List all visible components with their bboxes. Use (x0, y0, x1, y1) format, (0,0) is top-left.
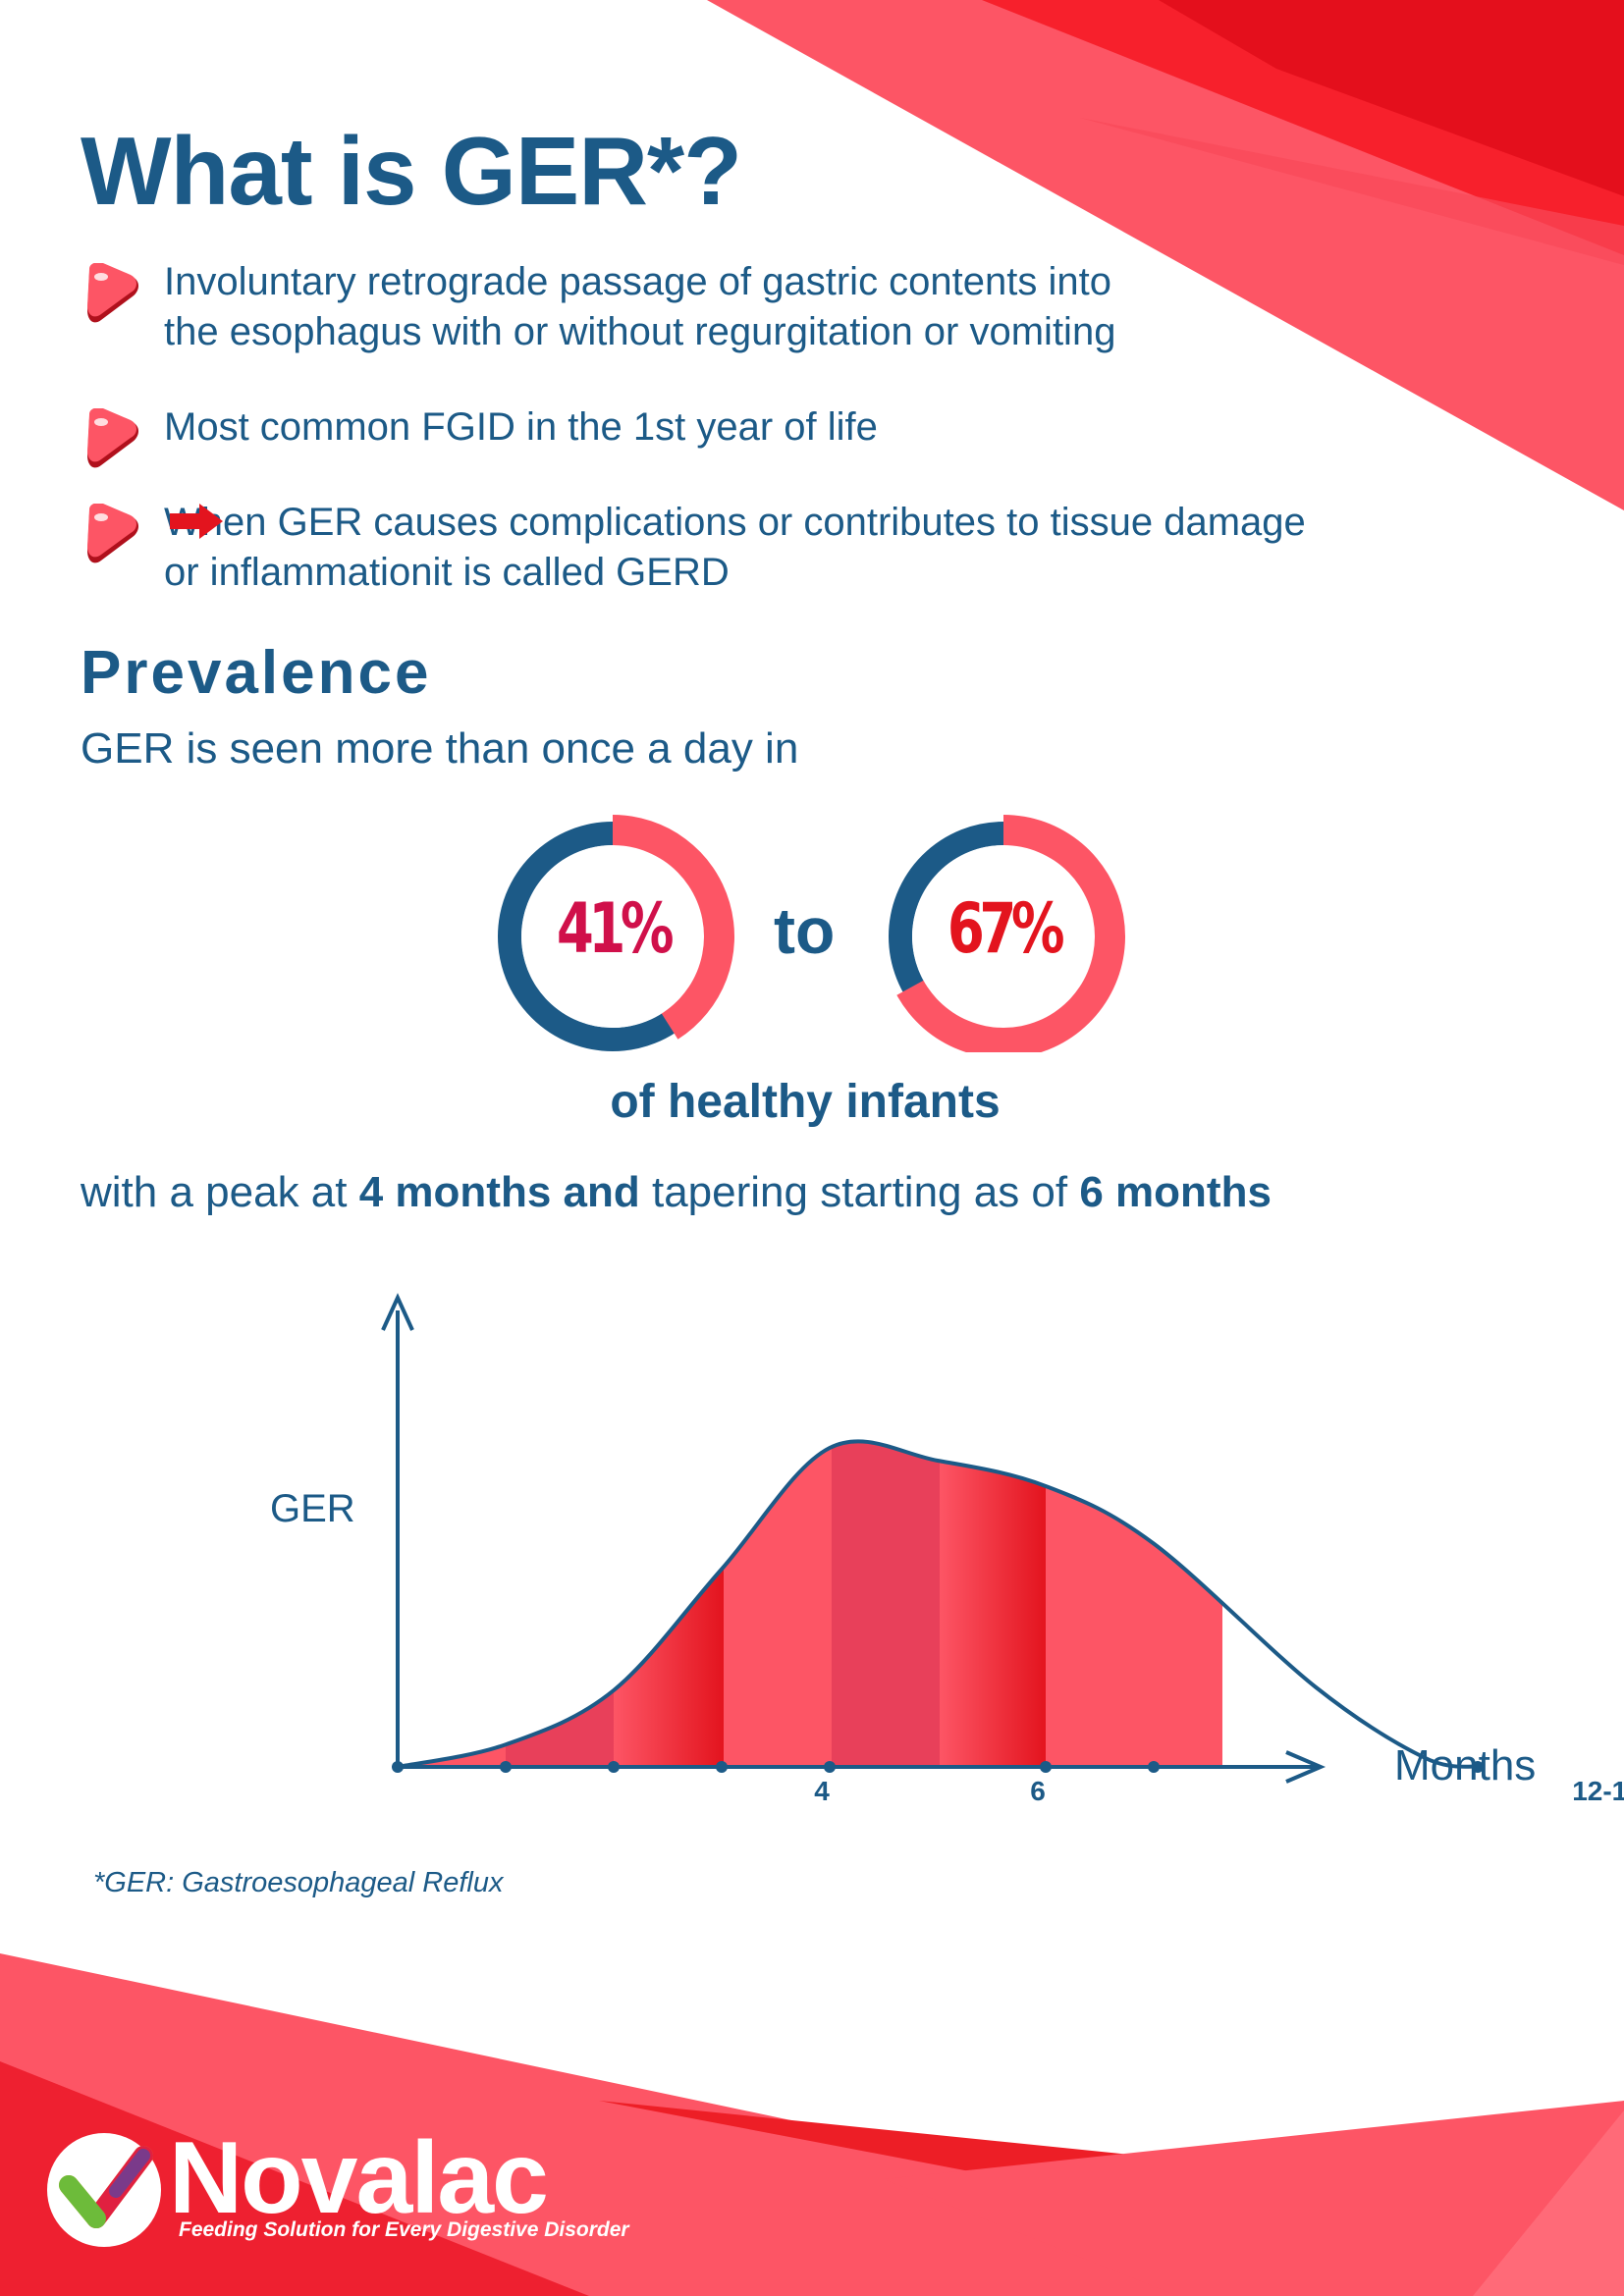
y-axis-arrow-icon (381, 1293, 414, 1331)
tick-dot (824, 1761, 836, 1773)
ger-curve-line (397, 1439, 1479, 1769)
tick-dot (716, 1761, 728, 1773)
prevalence-caption: of healthy infants (610, 1076, 1001, 1128)
peak-text-part: with a peak at (81, 1168, 359, 1216)
peak-text-bold: 6 months (1079, 1168, 1272, 1216)
arrow-right-icon (170, 504, 223, 539)
prevalence-intro: GER is seen more than once a day in (81, 724, 799, 773)
tick-label: 12-15 (1572, 1776, 1624, 1806)
tick-dot (1148, 1761, 1160, 1773)
heart-bullet-icon (87, 408, 138, 468)
prevalence-heading: Prevalence (81, 639, 432, 707)
tick-label: 6 (1030, 1776, 1046, 1806)
curve-band (832, 1441, 940, 1767)
donut-41-chart (498, 815, 734, 1051)
tick-dot (500, 1761, 512, 1773)
bullet-line: it is called GERD (432, 551, 730, 594)
bullet-line: Most common FGID in the 1st year of life (164, 405, 878, 449)
peak-text-part: tapering starting as of (639, 1168, 1080, 1216)
tick-dot (392, 1761, 404, 1773)
y-axis-label: GER (270, 1487, 355, 1530)
curve-band (614, 1441, 724, 1767)
curve-band (724, 1441, 832, 1767)
brand-name: Novalac (169, 2121, 549, 2235)
heart-bullet-icon (87, 504, 138, 563)
peak-text: with a peak at 4 months and tapering sta… (81, 1168, 1272, 1217)
tick-dot (608, 1761, 620, 1773)
tick-label: 4 (814, 1776, 830, 1806)
tick-dot (1040, 1761, 1052, 1773)
peak-text-bold: 4 months and (358, 1168, 640, 1216)
donut-67-chart (889, 815, 1125, 1058)
donut-41-arc (613, 815, 734, 1040)
x-axis-arrow-icon (1285, 1750, 1326, 1784)
heart-bullet-icon (87, 263, 138, 323)
curve-band (398, 1441, 506, 1767)
tick-dot (1472, 1761, 1484, 1773)
curve-band (1046, 1441, 1222, 1767)
curve-band (940, 1441, 1046, 1767)
page-title: What is GER*? (81, 117, 742, 225)
bullet-line: the esophagus with or without regurgitat… (164, 310, 1116, 353)
x-axis-label: Months (1394, 1741, 1536, 1789)
donut-41-label: 41% (556, 888, 675, 969)
bullet-line: When GER causes complications or contrib… (164, 501, 1306, 544)
curve-band (506, 1441, 614, 1767)
range-connector: to (774, 894, 836, 967)
ger-curve-chart: GER Months 4 6 12-15 (270, 1293, 1624, 1806)
brand-tagline: Feeding Solution for Every Digestive Dis… (179, 2218, 629, 2241)
donut-67: 67% (888, 805, 1135, 1058)
footnote: *GER: Gastroesophageal Reflux (93, 1867, 504, 1898)
donut-67-label: 67% (947, 888, 1065, 969)
bullet-line: or inflammation (164, 551, 433, 594)
donut-41: 41% (489, 805, 736, 1052)
bullet-line: Involuntary retrograde passage of gastri… (164, 260, 1111, 303)
